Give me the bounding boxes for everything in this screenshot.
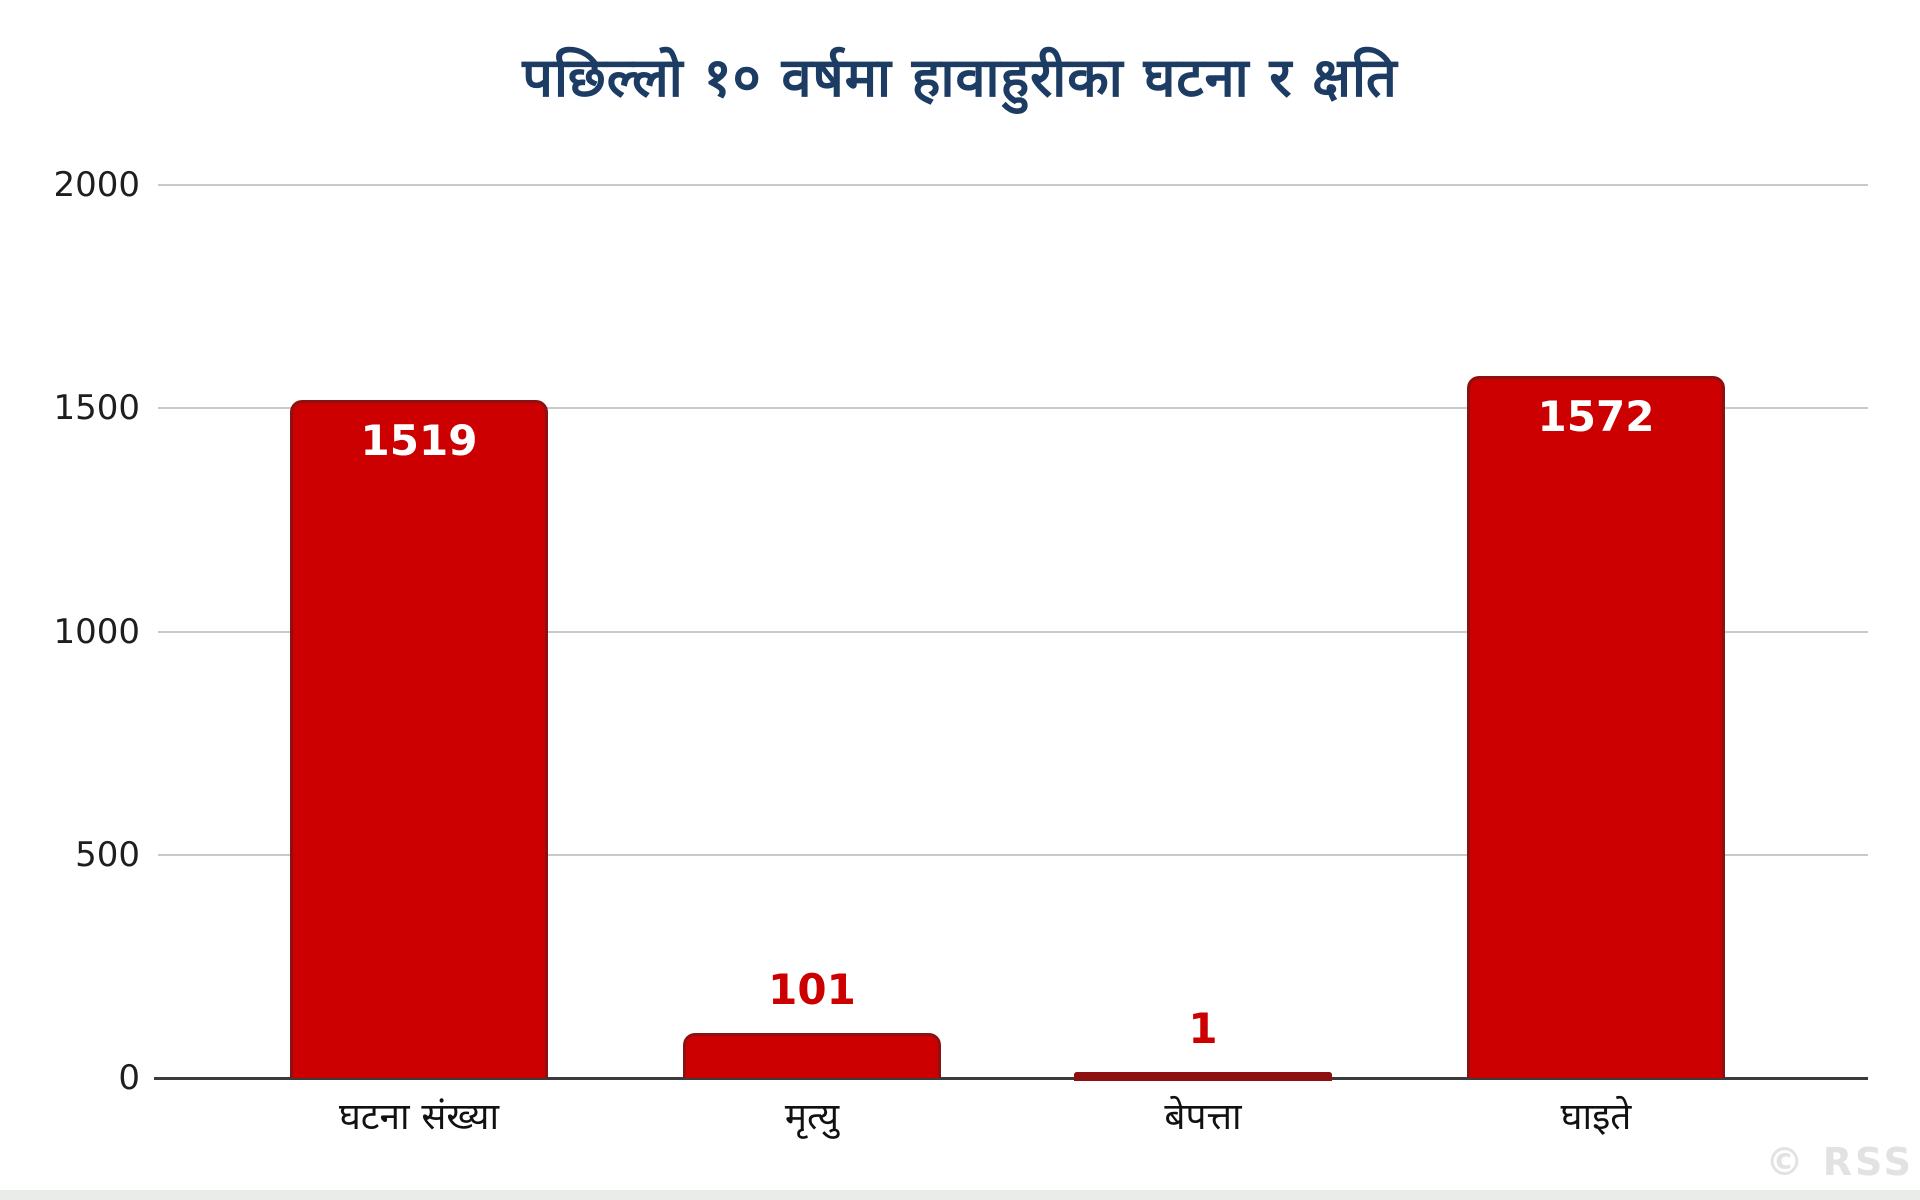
gridline-y-1500 [158,407,1868,410]
bar-value-label: 1572 [1537,392,1655,442]
xtick-label-घाइते: घाइते [1560,1095,1632,1138]
ytick-label-500: 500 [75,834,140,875]
bottom-strip [0,1190,1920,1200]
ytick-label-1000: 1000 [53,611,140,652]
xtick-label-बेपत्ता: बेपत्ता [1164,1095,1242,1138]
gridline-y-2000 [158,184,1868,186]
bar-घटना संख्या [290,399,548,1078]
x-axis-line [154,1077,1868,1080]
bar-value-label: 1519 [360,415,478,465]
ytick-label-1500: 1500 [53,388,140,429]
xtick-label-मृत्यु: मृत्यु [784,1095,840,1138]
ytick-label-2000: 2000 [53,165,140,205]
chart-title: पछिल्लो १० वर्षमा हावाहुरीका घटना र क्षत… [522,46,1398,109]
bar-बेपत्ता [1074,1072,1332,1081]
xtick-label-घटना संख्या: घटना संख्या [338,1095,500,1138]
bar-value-label: 1 [1188,1004,1218,1053]
gridline-y-500 [158,853,1868,856]
watermark-rss: © RSS [1765,1140,1914,1184]
bar-value-label: 101 [768,964,856,1014]
bar-घाइते [1467,376,1725,1078]
ytick-label-0: 0 [118,1058,140,1098]
bar-मृत्यु [683,1032,941,1078]
gridline-y-1000 [158,630,1868,633]
